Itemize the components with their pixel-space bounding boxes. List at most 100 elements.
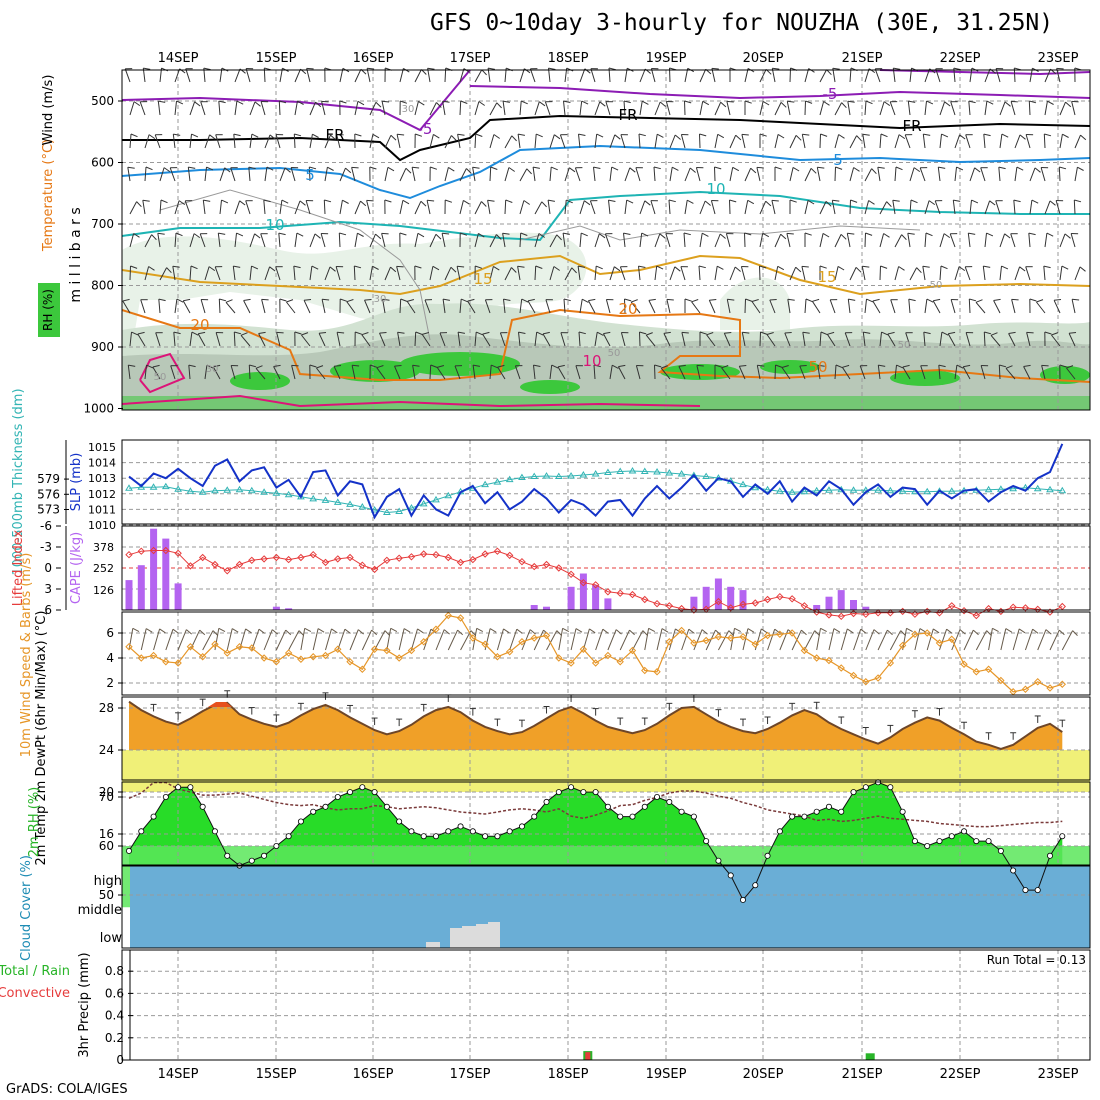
cape-bar-mid-7 [702,586,710,610]
p1-wind-barb [323,199,326,215]
p1-wind-barb [908,299,911,314]
p1-wind-barb [846,233,851,248]
p1-wind-barb-flag [926,100,934,105]
p1-wind-barb-flag [203,199,211,202]
p1-wind-barb-flag [133,233,140,238]
wind10-barb-flag [529,629,536,635]
li-marker-17 [334,555,342,563]
li-marker-12 [272,553,281,562]
p1-wind-barb-flag [898,266,905,271]
cloud-low-bar-0 [426,942,440,948]
p1-wind-barb [756,167,761,182]
p1-wind-barb-flag [817,166,825,169]
p1-wind-barb [696,365,701,380]
li-marker-1 [137,547,145,555]
p1-wind-barb [774,102,782,116]
thickness-marker-52 [763,485,772,493]
p1-wind-barb [1014,134,1021,149]
wind10-marker-35 [555,654,563,662]
rh2m-marker-72 [1010,867,1017,874]
p1-wind-barb-flag [822,232,830,238]
p1-wind-barb-flag [397,331,405,334]
p1-wind-barb-flag [234,331,242,335]
p1-wind-barb [786,101,791,116]
p1-wind-barb [1029,200,1033,215]
p1-wind-barb-flag [1008,331,1016,334]
p1-wind-barb [935,68,941,83]
p1-wind-barb-flag [158,100,166,103]
p1-wind-barb-flag [136,201,142,208]
p1-wind-barb [999,134,1003,149]
li-tick: 6 [44,603,52,617]
wind10-barb [951,629,961,651]
temp-axis-label: 2m Temp 2m DewPt (6hr Min/Max) (°C) [34,611,49,866]
wind10-barb [963,629,974,651]
li-marker-15 [309,550,317,559]
p1-wind-barb [706,334,716,347]
p1-wind-barb-flag [865,100,873,105]
p1-wind-barb [714,134,719,149]
p1-wind-barb-flag [435,233,442,240]
thickness-marker-29 [481,480,490,488]
p1-wind-barb [474,332,477,347]
p1-wind-barb [294,200,301,215]
p1-wind-barb [877,167,881,182]
thickness-marker-16 [321,496,330,503]
p1-wind-barb-flag [219,298,227,302]
p1-wind-barb-flag [941,133,949,138]
p1-wind-barb [354,233,358,248]
p1-wind-barb-flag [279,298,287,302]
p1-wind-barb-flag [382,298,390,301]
wind10-barb [914,628,921,651]
wind10-barb-flag [443,629,450,635]
p1-wind-barb-flag [487,199,495,202]
wind10-marker-19 [358,665,367,673]
p1-wind-barb [594,266,597,281]
p1-wind-barb [819,101,825,116]
p1-wind-barb-flag [1028,232,1036,236]
p1-wind-barb [744,68,749,83]
wind10-marker-26 [444,611,452,620]
p1-wind-barb [189,233,195,248]
wind10-barb-flag [218,627,226,633]
p1-wind-barb [879,265,881,281]
p1-wind-barb-flag [893,67,901,70]
thickness-marker-3 [161,482,170,490]
rh2m-marker-50 [740,896,747,903]
p1-wind-barb [789,266,797,281]
p1-wind-barb [789,135,797,149]
p1-wind-barb [699,68,707,83]
thickness-marker-36 [567,472,575,479]
p1-wind-barb [804,168,812,182]
rh2m-marker-70 [985,838,992,845]
wind10-barb-flag [629,629,635,636]
wind10-barb [644,628,650,651]
thickness-marker-17 [333,498,342,505]
cape-bar-mid-2 [567,586,575,610]
p1-wind-barb-flag [1056,67,1064,70]
p1-wind-barb-flag [339,232,347,236]
p1-wind-barb [1008,333,1016,347]
p1-wind-barb-flag [588,298,596,302]
p1-wind-barb [924,101,927,116]
p1-wind-barb [424,299,431,314]
p1-wind-barb-flag [407,299,415,302]
p1-wind-barb-flag [533,364,541,367]
p1-wind-barb [714,266,718,281]
p1-wind-barb [1071,299,1076,314]
p1-wind-barb [864,68,870,83]
p1-wind-barb [264,134,271,149]
wind10-marker-28 [469,634,477,642]
rh2m-marker-62 [887,784,894,791]
p1-wind-barb-flag [750,167,757,174]
wind10-barb [324,628,332,651]
li-tick: -3 [40,540,52,554]
p1-wind-barb [381,101,386,116]
p1-wind-barb [1058,166,1061,182]
temp-max-peak [208,702,232,707]
p1-wind-barb-flag [701,232,709,237]
wind10-barb [607,629,617,651]
p1-wind-barb-flag [430,364,438,368]
rh2m-marker-58 [838,808,845,815]
p1-wind-barb-flag [273,364,281,367]
